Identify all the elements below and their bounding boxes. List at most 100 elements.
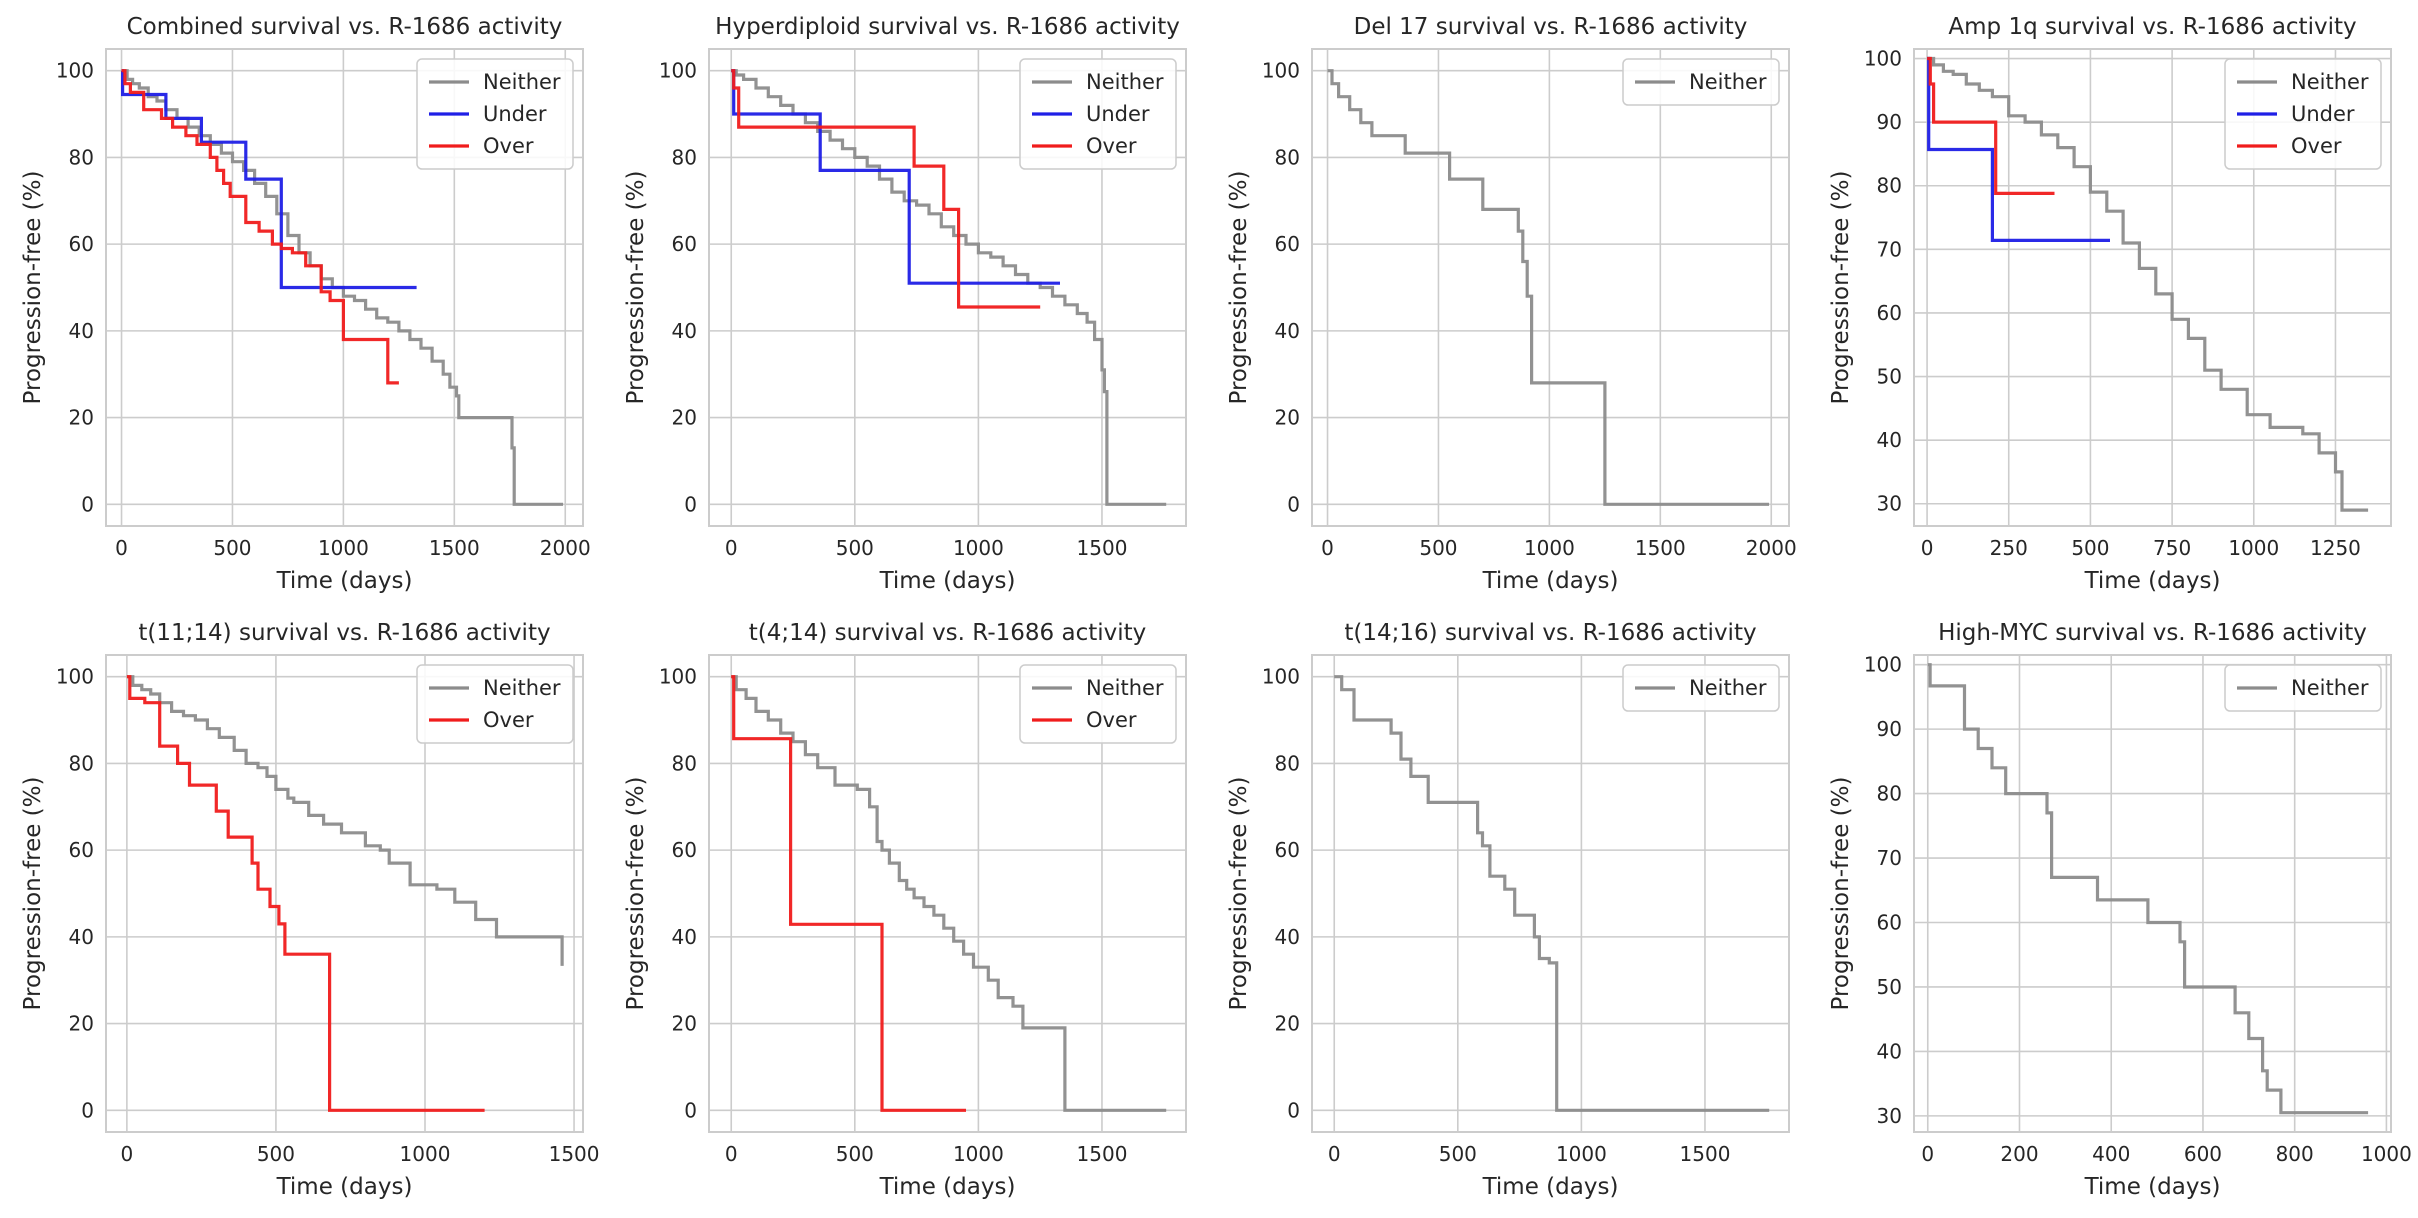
chart-6-frame — [708, 654, 1187, 1133]
chart-4-frame — [1913, 48, 2392, 527]
chart-6-legend-label-over: Over — [1086, 708, 1137, 732]
chart-8-y-tick-label: 90 — [1877, 717, 1902, 741]
chart-5-y-tick-label: 80 — [69, 751, 94, 775]
chart-3-title: Del 17 survival vs. R-1686 activity — [1354, 14, 1748, 40]
chart-8-x-tick-label: 0 — [1921, 1142, 1934, 1166]
chart-3-y-tick-label: 60 — [1275, 232, 1300, 256]
chart-1-y-tick-label: 60 — [69, 232, 94, 256]
chart-7-x-tick-label: 1500 — [1680, 1142, 1731, 1166]
chart-4-series-over-line — [1927, 56, 2055, 195]
chart-3-x-tick-label: 2000 — [1746, 536, 1797, 560]
chart-1-legend-label-over: Over — [483, 134, 534, 158]
chart-8-frame — [1913, 654, 2392, 1133]
chart-2-title: Hyperdiploid survival vs. R-1686 activit… — [715, 14, 1180, 40]
chart-4-y-tick-label: 30 — [1877, 492, 1902, 516]
chart-1-y-tick-label: 20 — [69, 406, 94, 430]
chart-2-series-neither-line — [731, 69, 1167, 506]
chart-4-legend-label-under: Under — [2291, 102, 2355, 126]
chart-5-series-over-line — [126, 675, 485, 1112]
chart-7-x-tick-label: 0 — [1328, 1142, 1341, 1166]
chart-4-y-tick-label: 80 — [1877, 174, 1902, 198]
chart-3-y-tick-label: 80 — [1275, 145, 1300, 169]
chart-5-panel: 0 500 1000 1500 0 20 40 60 80 100 t(11;14) surviva… — [20, 620, 600, 1200]
chart-4-series-under-line — [1927, 56, 2110, 242]
chart-4-x-tick-label: 1250 — [2310, 536, 2361, 560]
chart-1-x-tick-label: 0 — [115, 536, 128, 560]
chart-1-frame — [105, 48, 584, 527]
chart-4-y-tick-label: 100 — [1864, 47, 1902, 71]
chart-8-legend: Neither — [2224, 664, 2382, 712]
chart-6-panel: 0 500 1000 1500 0 20 40 60 80 100 t(4;14) survival… — [623, 620, 1187, 1200]
chart-3-y-tick-label: 20 — [1275, 406, 1300, 430]
chart-2-y-tick-label: 100 — [659, 59, 697, 83]
chart-2-y-tick-label: 20 — [672, 406, 697, 430]
chart-8-x-tick-label: 800 — [2276, 1142, 2314, 1166]
chart-2-legend-label-neither: Neither — [1086, 70, 1164, 94]
chart-7-y-tick-label: 0 — [1287, 1098, 1300, 1122]
chart-4-x-axis-label: Time (days) — [2084, 568, 2221, 594]
chart-7-legend-label-neither: Neither — [1689, 676, 1767, 700]
chart-2-x-tick-label: 1000 — [953, 536, 1004, 560]
chart-5-x-axis-label: Time (days) — [276, 1174, 413, 1200]
chart-1-y-tick-label: 0 — [81, 492, 94, 516]
chart-7-y-tick-label: 60 — [1275, 838, 1300, 862]
chart-6-y-axis-label: Progression-free (%) — [623, 777, 649, 1011]
chart-4-title: Amp 1q survival vs. R-1686 activity — [1948, 14, 2356, 40]
chart-2-x-tick-label: 1500 — [1077, 536, 1128, 560]
chart-8-x-tick-label: 200 — [2000, 1142, 2038, 1166]
chart-1-legend-label-under: Under — [483, 102, 547, 126]
chart-4-y-tick-label: 40 — [1877, 428, 1902, 452]
chart-8-y-tick-label: 60 — [1877, 911, 1902, 935]
chart-8-series-neither-line — [1927, 663, 2369, 1115]
chart-1-x-tick-label: 2000 — [540, 536, 591, 560]
chart-8-x-tick-label: 1000 — [2361, 1142, 2412, 1166]
chart-4-legend: Neither Under Over — [2224, 58, 2382, 170]
chart-3-legend-box — [1622, 58, 1780, 106]
chart-4-y-tick-label: 50 — [1877, 365, 1902, 389]
chart-6-y-tick-label: 40 — [672, 925, 697, 949]
chart-2-panel: 0 500 1000 1500 0 20 40 60 80 100 Hyperdiploid sur… — [623, 14, 1187, 594]
chart-8-x-tick-label: 600 — [2184, 1142, 2222, 1166]
chart-2-series-over-line — [731, 69, 1041, 309]
chart-8-y-axis-label: Progression-free (%) — [1828, 777, 1854, 1011]
chart-2-legend-box — [1019, 58, 1177, 170]
chart-2-y-tick-label: 0 — [684, 492, 697, 516]
chart-5-y-tick-label: 100 — [56, 665, 94, 689]
chart-8-x-tick-label: 400 — [2092, 1142, 2130, 1166]
chart-3-y-axis-label: Progression-free (%) — [1226, 171, 1252, 405]
chart-7-frame — [1311, 654, 1790, 1133]
chart-3-legend-label-neither: Neither — [1689, 70, 1767, 94]
chart-7-x-tick-label: 500 — [1439, 1142, 1477, 1166]
chart-8-x-axis-label: Time (days) — [2084, 1174, 2221, 1200]
chart-6-series-neither-line — [731, 675, 1167, 1112]
chart-2-x-tick-label: 0 — [725, 536, 738, 560]
chart-7-y-tick-label: 80 — [1275, 751, 1300, 775]
chart-1-legend-box — [416, 58, 574, 170]
chart-1-legend-label-neither: Neither — [483, 70, 561, 94]
chart-3-x-tick-label: 0 — [1321, 536, 1334, 560]
chart-5-y-axis-label: Progression-free (%) — [20, 777, 46, 1011]
chart-3-legend: Neither — [1622, 58, 1780, 106]
chart-8-legend-box — [2224, 664, 2382, 712]
chart-4-x-tick-label: 250 — [1990, 536, 2028, 560]
chart-5-y-tick-label: 40 — [69, 925, 94, 949]
chart-2-y-tick-label: 60 — [672, 232, 697, 256]
chart-6-x-tick-label: 500 — [836, 1142, 874, 1166]
chart-1-title: Combined survival vs. R-1686 activity — [127, 14, 563, 40]
chart-1-y-tick-label: 40 — [69, 319, 94, 343]
chart-6-x-tick-label: 1500 — [1077, 1142, 1128, 1166]
chart-3-y-tick-label: 100 — [1262, 59, 1300, 83]
chart-7-y-tick-label: 40 — [1275, 925, 1300, 949]
chart-6-x-axis-label: Time (days) — [879, 1174, 1016, 1200]
chart-4-series-neither-line — [1927, 56, 2369, 512]
chart-2-legend-label-over: Over — [1086, 134, 1137, 158]
chart-4-x-tick-label: 750 — [2153, 536, 2191, 560]
chart-4-panel: 0 250 500 750 1000 1250 30 40 50 60 70 80 90 100 Amp 1… — [1828, 14, 2392, 594]
chart-4-legend-label-neither: Neither — [2291, 70, 2369, 94]
chart-2-y-tick-label: 80 — [672, 145, 697, 169]
chart-8-y-tick-label: 40 — [1877, 1039, 1902, 1063]
chart-7-y-tick-label: 100 — [1262, 665, 1300, 689]
chart-2-frame — [708, 48, 1187, 527]
chart-1-x-tick-label: 500 — [213, 536, 251, 560]
chart-5-legend-box — [416, 664, 574, 744]
